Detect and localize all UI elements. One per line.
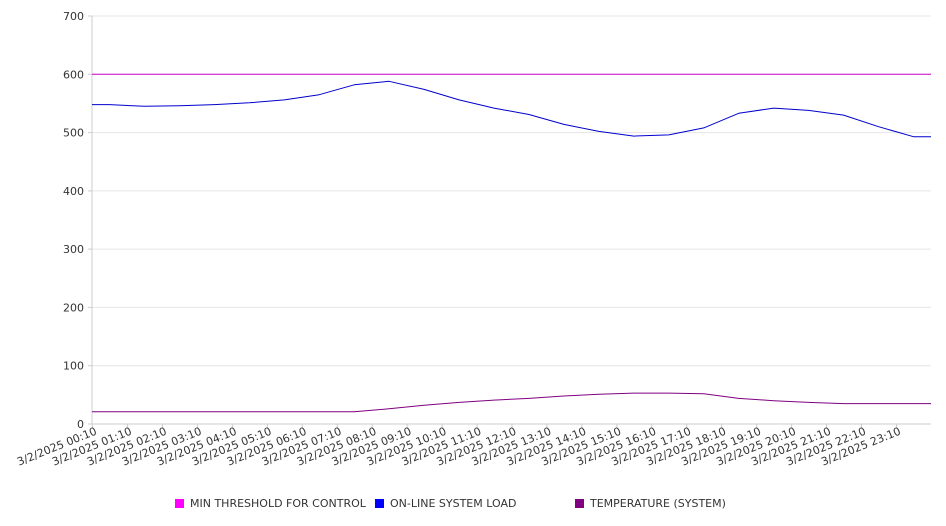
y-tick-label: 400: [63, 185, 84, 198]
legend-swatch-temperature: [575, 499, 584, 508]
legend-item-min-threshold[interactable]: MIN THRESHOLD FOR CONTROL: [175, 497, 366, 510]
legend-label-temperature: TEMPERATURE (SYSTEM): [590, 497, 726, 510]
legend-label-min-threshold: MIN THRESHOLD FOR CONTROL: [190, 497, 366, 510]
y-tick-label: 700: [63, 10, 84, 23]
x-axis: 3/2/2025 00:103/2/2025 01:103/2/2025 02:…: [15, 423, 931, 468]
y-axis: 0 100 200 300 400 500 600 700: [63, 10, 93, 431]
y-tick-label: 300: [63, 243, 84, 256]
series-lines: [92, 73, 931, 413]
legend-swatch-min-threshold: [175, 499, 184, 508]
grid-lines: [92, 15, 931, 425]
legend-item-system-load[interactable]: ON-LINE SYSTEM LOAD: [375, 497, 516, 510]
legend-swatch-system-load: [375, 499, 384, 508]
series-line-2[interactable]: [92, 392, 931, 413]
legend-label-system-load: ON-LINE SYSTEM LOAD: [390, 497, 517, 510]
y-tick-label: 0: [77, 418, 84, 431]
legend: MIN THRESHOLD FOR CONTROL ON-LINE SYSTEM…: [0, 497, 946, 515]
y-tick-label: 500: [63, 127, 84, 140]
y-tick-label: 200: [63, 301, 84, 314]
series-line-1[interactable]: [92, 80, 931, 138]
y-tick-label: 600: [63, 68, 84, 81]
legend-item-temperature[interactable]: TEMPERATURE (SYSTEM): [575, 497, 726, 510]
y-tick-label: 100: [63, 360, 84, 373]
